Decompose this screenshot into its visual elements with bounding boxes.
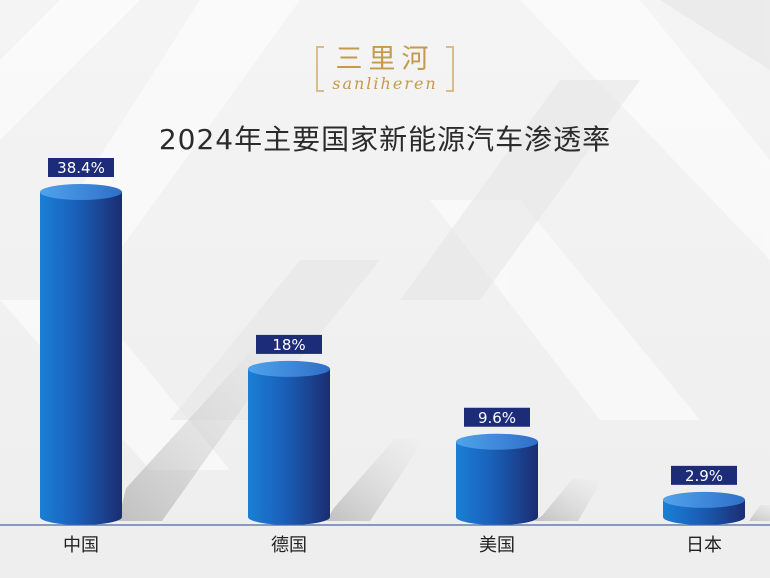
logo-english-text: sanliheren bbox=[332, 74, 438, 93]
value-label-1: 18% bbox=[272, 336, 305, 354]
category-labels: 中国 德国 美国 日本 bbox=[63, 535, 722, 556]
value-label-box-0 bbox=[48, 158, 114, 177]
bar-1 bbox=[248, 368, 330, 525]
bar-shadow-1 bbox=[326, 439, 425, 521]
value-label-box-3 bbox=[671, 465, 737, 485]
bar-0 bbox=[40, 192, 122, 525]
bar-top-3 bbox=[663, 491, 745, 508]
bar-top-1 bbox=[248, 360, 330, 377]
value-label-2: 9.6% bbox=[478, 409, 516, 427]
value-label-box-1 bbox=[256, 334, 322, 354]
bar-2 bbox=[456, 441, 538, 525]
bar-shadow-3 bbox=[741, 505, 770, 521]
logo-right-bracket bbox=[446, 46, 454, 92]
bar-top-2 bbox=[456, 433, 538, 450]
bar-shadow-0 bbox=[118, 341, 290, 521]
category-label-2: 美国 bbox=[479, 535, 515, 556]
category-label-0: 中国 bbox=[63, 535, 99, 556]
value-label-0: 38.4% bbox=[57, 159, 105, 177]
value-label-3: 2.9% bbox=[685, 467, 723, 485]
value-label-box-2 bbox=[464, 407, 530, 427]
chart-title: 2024年主要国家新能源汽车渗透率 bbox=[158, 123, 612, 156]
bar-shadow-2 bbox=[534, 479, 603, 521]
bar-shadows bbox=[118, 341, 770, 521]
category-label-3: 日本 bbox=[686, 535, 722, 556]
brand-logo: 三里河 sanliheren bbox=[316, 42, 454, 94]
bar-top-0 bbox=[40, 184, 122, 200]
value-labels: 38.4% 18% 9.6% 2.9% bbox=[48, 158, 737, 485]
category-label-1: 德国 bbox=[271, 535, 307, 556]
bars-group bbox=[40, 184, 745, 525]
logo-left-bracket bbox=[316, 46, 324, 92]
logo-chinese-text: 三里河 bbox=[335, 44, 435, 75]
